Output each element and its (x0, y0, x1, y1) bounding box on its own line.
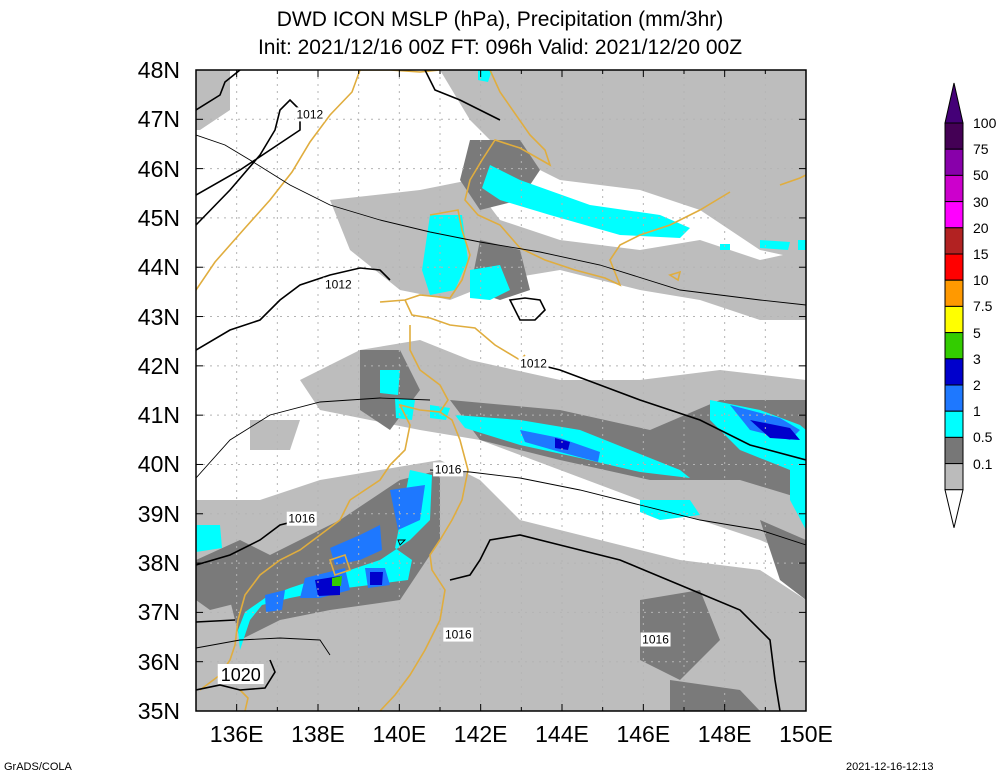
colorbar-swatch (944, 410, 964, 438)
lat-label: 43N (137, 303, 180, 330)
colorbar-label: 7.5 (973, 298, 993, 315)
colorbar-swatch (944, 174, 964, 203)
colorbar-swatch (944, 332, 964, 360)
isobar-label: 1012 (297, 107, 324, 121)
isobar-label: 1012 (520, 356, 547, 370)
colorbar-bottom-arrow (944, 489, 964, 528)
isobar-label: 1016 (288, 512, 315, 526)
lat-label: 39N (137, 500, 180, 527)
colorbar-label: 20 (973, 219, 989, 236)
colorbar-label: 75 (973, 141, 989, 158)
lat-label: 46N (137, 155, 180, 182)
colorbar-label: 10 (973, 272, 989, 289)
software-credit: GrADS/COLA (4, 761, 72, 773)
colorbar-top-arrow (944, 82, 964, 124)
lat-label: 48N (137, 57, 180, 83)
isobar-label-bg (217, 664, 264, 685)
isobar-label-bg (286, 511, 317, 526)
lon-label: 142E (453, 721, 508, 747)
lat-label: 42N (137, 352, 180, 379)
lon-label: 136E (209, 721, 264, 747)
colorbar-label: 0.1 (973, 455, 993, 472)
colorbar-label: 1 (973, 403, 981, 420)
colorbar-swatch (944, 463, 964, 491)
colorbar-swatch (944, 148, 964, 176)
colorbar-swatch (944, 358, 964, 386)
precipitation-layer (196, 70, 806, 711)
isobar-label-bg (443, 627, 474, 642)
lat-label: 41N (137, 402, 180, 429)
axis-ticks (195, 69, 807, 712)
colorbar-swatch (944, 279, 964, 307)
lat-label: 45N (137, 204, 180, 231)
lat-label: 35N (137, 698, 180, 724)
colorbar-swatch (944, 384, 964, 412)
colorbar-swatch (944, 436, 964, 465)
isobar-label-bg (294, 107, 325, 122)
lon-label: 140E (372, 721, 427, 747)
lon-label: 144E (535, 721, 589, 747)
colorbar-swatch (944, 253, 964, 281)
lat-label: 44N (137, 254, 180, 281)
isobar-labels: 1012 1012 1012 1016 1016 1016 1016 1020 (217, 107, 671, 685)
isobar-label-bg (323, 277, 354, 292)
colorbar-label: 3 (973, 350, 981, 367)
colorbar-swatch (944, 122, 964, 150)
colorbar-swatch (944, 201, 964, 229)
chart-subtitle: Init: 2021/12/16 00Z FT: 096h Valid: 202… (257, 36, 743, 59)
render-timestamp: 2021-12-16-12:13 (846, 761, 934, 773)
lon-label: 148E (697, 721, 752, 747)
colorbar-swatch (944, 227, 964, 255)
colorbar-label: 100 (973, 115, 997, 131)
colorbar-label: 0.5 (973, 429, 993, 446)
isobars (196, 70, 806, 711)
plot-frame (195, 69, 807, 712)
colorbar-label: 30 (973, 193, 989, 210)
colorbar-label: 2 (973, 377, 981, 393)
lat-label: 38N (137, 550, 180, 577)
lon-label: 146E (616, 721, 671, 747)
lat-label: 47N (137, 106, 180, 133)
isobar-label: 1016 (445, 628, 472, 642)
lon-label: 150E (779, 721, 833, 747)
lat-label: 36N (137, 648, 180, 675)
colorbar-label: 5 (973, 324, 981, 341)
isobar-label: 1016 (435, 462, 462, 476)
lat-label: 40N (137, 451, 180, 478)
chart-title: DWD ICON MSLP (hPa), Precipitation (mm/3… (276, 8, 724, 31)
lon-label: 138E (291, 721, 345, 747)
colorbar-swatch (944, 305, 964, 334)
isobar-label: 1020 (221, 665, 261, 685)
isobar-label-bg (518, 356, 549, 371)
colorbar-label: 15 (973, 246, 989, 262)
colorbar-label: 50 (973, 167, 989, 184)
isobar-label-bg (433, 462, 464, 477)
precipitation-colorbar (944, 82, 964, 528)
isobar-label: 1012 (325, 277, 352, 291)
isobar-label: 1016 (642, 633, 669, 647)
lat-label: 37N (137, 599, 180, 626)
isobar-label-bg (640, 632, 671, 647)
coastline (196, 70, 806, 711)
